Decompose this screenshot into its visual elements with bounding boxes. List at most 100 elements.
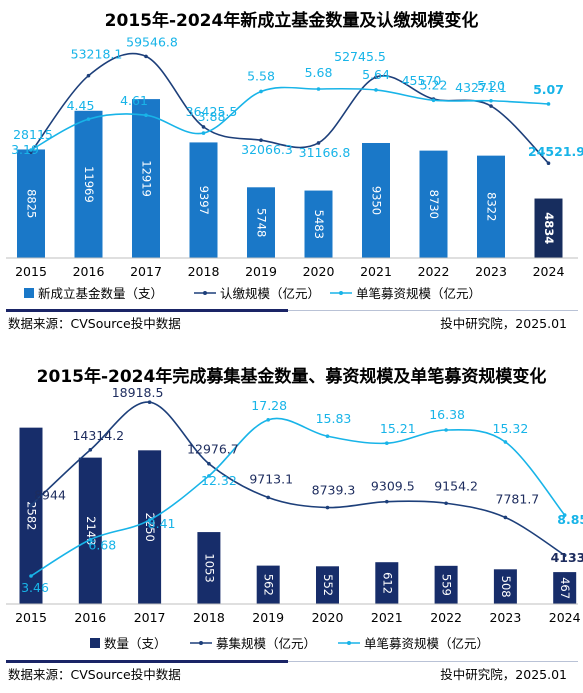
avg-value-label: 5.58 bbox=[247, 68, 275, 83]
avg-value-label: 12.32 bbox=[201, 473, 237, 488]
bar-value-label: 562 bbox=[262, 574, 276, 596]
scale-value-label: 32066.3 bbox=[241, 142, 293, 157]
x-tick-label: 2023 bbox=[489, 610, 521, 625]
scale-point-2017 bbox=[147, 400, 152, 404]
x-tick-label: 2019 bbox=[252, 610, 284, 625]
x-tick-label: 2015 bbox=[15, 610, 47, 625]
avg-point-2016 bbox=[88, 537, 93, 542]
avg-point-2024 bbox=[546, 102, 551, 106]
avg-value-label: 16.38 bbox=[429, 407, 465, 422]
scale-series-line bbox=[30, 401, 566, 556]
avg-point-2023 bbox=[489, 98, 493, 103]
avg-value-label: 5.64 bbox=[362, 67, 390, 82]
x-tick-label: 2023 bbox=[475, 264, 507, 279]
bar-value-label: 2582 bbox=[25, 501, 39, 530]
scale-point-2019 bbox=[266, 495, 271, 500]
top-source-note: 数据来源：CVSource投中数据 bbox=[8, 316, 181, 331]
x-tick-label: 2024 bbox=[533, 264, 565, 279]
legend-avg-label: 单笔募资规模（亿元） bbox=[364, 636, 489, 651]
x-tick-label: 2018 bbox=[193, 610, 225, 625]
scale-value-label: 12976.7 bbox=[187, 442, 239, 457]
bar-value-label: 5748 bbox=[255, 208, 269, 237]
bar-2016 bbox=[74, 110, 103, 258]
avg-point-2018 bbox=[201, 131, 206, 135]
avg-value-label: 15.21 bbox=[380, 421, 416, 436]
bar-value-label: 552 bbox=[321, 574, 335, 596]
top-credit-note: 投中研究院，2025.01 bbox=[440, 316, 567, 331]
bar-value-label: 5483 bbox=[312, 210, 326, 239]
avg-point-2017 bbox=[144, 113, 148, 118]
avg-value-label: 5.07 bbox=[533, 82, 564, 97]
bar-value-label: 8825 bbox=[25, 189, 39, 218]
scale-point-2020 bbox=[316, 141, 321, 145]
bar-2019 bbox=[256, 565, 280, 604]
x-tick-label: 2020 bbox=[312, 610, 344, 625]
top-footer-rule-dark bbox=[6, 309, 288, 312]
bar-value-label: 9350 bbox=[370, 186, 384, 215]
x-tick-label: 2018 bbox=[188, 264, 220, 279]
scale-value-label: 8739.3 bbox=[312, 483, 356, 498]
scale-value-label: 53218.1 bbox=[71, 47, 123, 62]
top-footer-rule-light bbox=[288, 310, 578, 311]
bar-2019 bbox=[247, 187, 275, 258]
legend-bar-label: 数量（支） bbox=[104, 636, 167, 651]
avg-point-2021 bbox=[374, 88, 378, 92]
avg-series-line bbox=[30, 417, 566, 577]
x-tick-label: 2015 bbox=[15, 264, 47, 279]
scale-value-label: 43271.1 bbox=[455, 80, 507, 95]
scale-point-2015 bbox=[29, 503, 33, 508]
bottom-credit-note: 投中研究院，2025.01 bbox=[440, 667, 567, 682]
x-tick-label: 2024 bbox=[549, 610, 581, 625]
scale-value-label: 52745.5 bbox=[334, 49, 386, 64]
bar-value-label: 2250 bbox=[143, 513, 157, 542]
bar-2017 bbox=[138, 450, 162, 604]
scale-point-2017 bbox=[144, 54, 148, 59]
x-tick-label: 2021 bbox=[371, 610, 403, 625]
avg-point-2020 bbox=[316, 87, 321, 91]
bar-value-label: 467 bbox=[558, 577, 572, 599]
scale-value-label: 14314.2 bbox=[72, 428, 124, 443]
avg-point-2018 bbox=[207, 474, 211, 478]
avg-value-label: 4.61 bbox=[120, 93, 148, 108]
bar-2016 bbox=[78, 457, 102, 604]
bar-value-label: 559 bbox=[440, 574, 454, 596]
scale-point-2022 bbox=[444, 501, 448, 506]
bar-2020 bbox=[304, 190, 333, 258]
bar-2018 bbox=[197, 532, 221, 604]
avg-value-label: 6.68 bbox=[88, 538, 116, 553]
x-tick-label: 2020 bbox=[303, 264, 335, 279]
bar-value-label: 8730 bbox=[427, 190, 441, 219]
bar-2024 bbox=[553, 572, 577, 604]
avg-point-2020 bbox=[325, 434, 330, 439]
x-tick-label: 2016 bbox=[73, 264, 105, 279]
scale-point-2021 bbox=[374, 75, 378, 79]
avg-value-label: 3.19 bbox=[11, 142, 39, 157]
legend-bar-swatch bbox=[24, 288, 34, 298]
avg-value-label: 5.22 bbox=[420, 77, 448, 92]
avg-point-2015 bbox=[29, 148, 33, 152]
bottom-footer-rule-dark bbox=[6, 660, 288, 663]
scale-point-2016 bbox=[86, 73, 91, 78]
legend-scale-label: 募集规模（亿元） bbox=[216, 636, 316, 651]
bar-2017 bbox=[132, 99, 160, 258]
scale-value-label: 9154.2 bbox=[434, 478, 478, 493]
scale-value-label: 4133.1 bbox=[551, 550, 583, 565]
legend-scale-marker bbox=[199, 641, 203, 645]
bar-2021 bbox=[362, 142, 390, 258]
bar-value-label: 508 bbox=[499, 576, 513, 598]
legend-scale-marker bbox=[203, 291, 207, 295]
x-tick-label: 2016 bbox=[74, 610, 106, 625]
scale-value-label: 8944 bbox=[34, 487, 66, 502]
top-chart-title: 2015年-2024年新成立基金数量及认缴规模变化 bbox=[104, 11, 479, 31]
scale-point-2019 bbox=[259, 138, 263, 142]
bar-2018 bbox=[189, 142, 218, 258]
avg-point-2021 bbox=[385, 441, 389, 446]
scale-value-label: 18918.5 bbox=[112, 385, 164, 400]
scale-value-label: 28115 bbox=[13, 127, 53, 142]
avg-point-2017 bbox=[147, 518, 152, 522]
scale-value-label: 9309.5 bbox=[371, 479, 415, 494]
legend-scale-label: 认缴规模（亿元） bbox=[220, 286, 320, 301]
bar-2015 bbox=[17, 149, 45, 258]
bar-2024 bbox=[534, 198, 563, 258]
